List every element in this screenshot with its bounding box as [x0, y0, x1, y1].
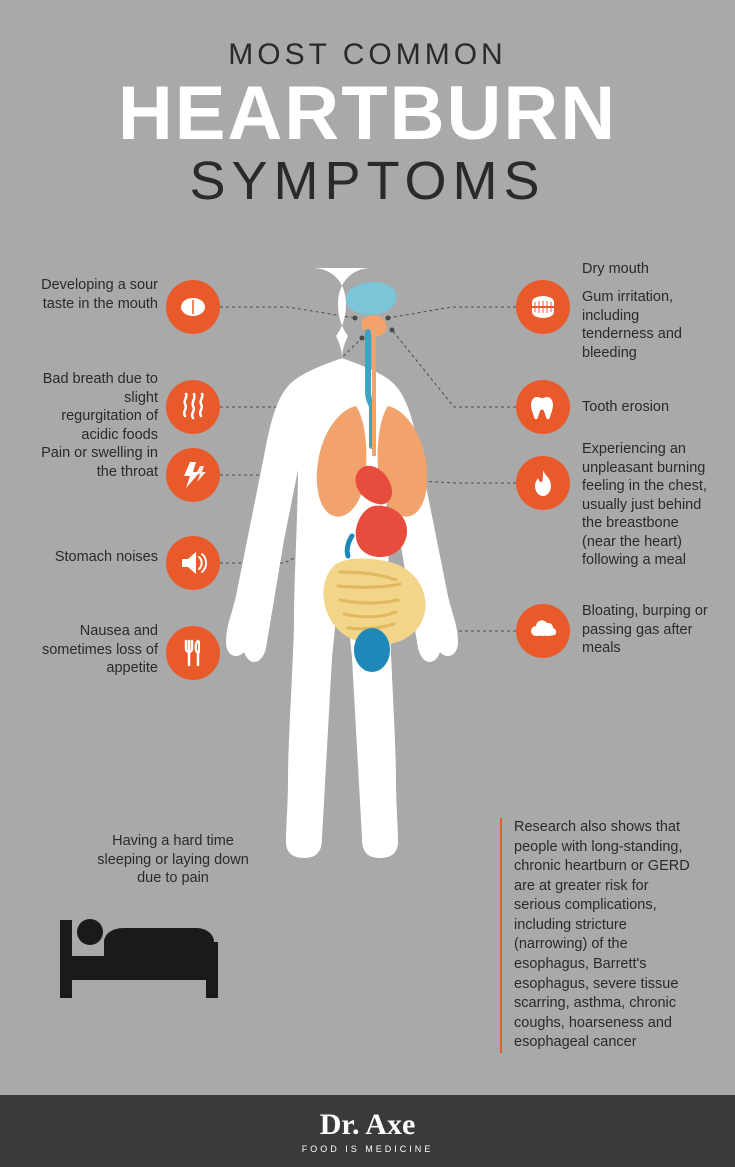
- symptom-label: Tooth erosion: [582, 398, 710, 417]
- flame-icon: [516, 456, 570, 510]
- symptom-label: Bloating, burping or passing gas after m…: [582, 602, 710, 658]
- brand-tagline: FOOD IS MEDICINE: [302, 1144, 434, 1154]
- bed-icon: [60, 896, 218, 1006]
- footer-bar: Dr. Axe FOOD IS MEDICINE: [0, 1095, 735, 1167]
- tooth-icon: [516, 380, 570, 434]
- symptom-label: Dry mouth: [582, 260, 710, 279]
- symptom-label: Stomach noises: [40, 548, 158, 567]
- symptom-label: Pain or swelling in the throat: [40, 444, 158, 481]
- symptom-label: Gum irritation, including tenderness and…: [582, 288, 710, 362]
- research-note: Research also shows that people with lon…: [500, 818, 696, 1053]
- cloud-icon: [516, 604, 570, 658]
- fork-icon: [166, 626, 220, 680]
- bolt-icon: [166, 448, 220, 502]
- steam-icon: [166, 380, 220, 434]
- brand-logo: Dr. Axe: [320, 1108, 416, 1142]
- title-sub: SYMPTOMS: [0, 154, 735, 208]
- title-kicker: MOST COMMON: [0, 38, 735, 72]
- symptom-label: Experiencing an unpleasant burning feeli…: [582, 440, 716, 570]
- symptom-label: Nausea and sometimes loss of appetite: [40, 622, 158, 678]
- tongue-icon: [166, 280, 220, 334]
- teeth-icon: [516, 280, 570, 334]
- title-block: MOST COMMON HEARTBURN SYMPTOMS: [0, 0, 735, 208]
- symptom-label: Developing a sour taste in the mouth: [40, 276, 158, 313]
- symptom-label: Bad breath due to slight regurgitation o…: [40, 370, 158, 444]
- title-main: HEARTBURN: [0, 76, 735, 152]
- sleep-symptom-text: Having a hard time sleeping or laying do…: [88, 832, 258, 888]
- speaker-icon: [166, 536, 220, 590]
